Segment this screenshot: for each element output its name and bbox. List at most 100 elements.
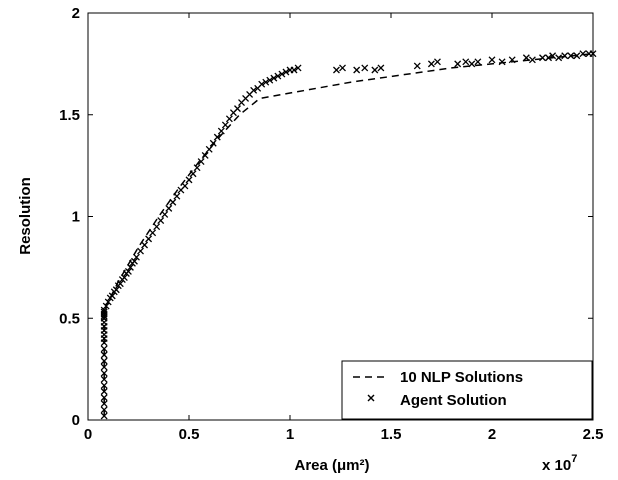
agent-solution-point — [221, 121, 229, 129]
agent-solution-point — [274, 72, 282, 80]
y-axis-ticks: 0 0.5 1 1.5 2 — [59, 5, 593, 429]
agent-solution-point — [100, 406, 108, 414]
agent-solution-point — [488, 56, 496, 64]
x-axis-multiplier-exponent: 7 — [571, 453, 577, 465]
agent-solution-point — [133, 253, 140, 261]
agent-solution-point — [126, 263, 134, 271]
agent-solution-point — [100, 388, 108, 395]
agent-solution-point — [474, 58, 482, 66]
agent-solution-point — [258, 80, 266, 88]
agent-solution-point — [262, 78, 270, 86]
y-tick-label: 1 — [72, 209, 80, 226]
x-tick-label: 1.5 — [381, 426, 402, 443]
x-tick-label: 0.5 — [179, 426, 200, 443]
agent-solution-point — [193, 164, 201, 172]
agent-solution-point — [282, 68, 290, 76]
y-tick-label: 0 — [72, 412, 80, 429]
agent-solution-point — [161, 211, 169, 218]
agent-solution-point — [145, 235, 153, 243]
x-tick-label: 2 — [488, 426, 496, 443]
agent-solution-point — [124, 267, 132, 275]
agent-solution-point — [353, 66, 361, 74]
agent-solution-point — [112, 286, 120, 294]
x-tick-label: 0 — [84, 426, 92, 443]
agent-solution-point — [225, 115, 233, 123]
nlp-solutions-line — [103, 52, 594, 416]
agent-solution-point — [100, 308, 108, 316]
x-axis-multiplier: x 107 — [542, 453, 577, 474]
y-tick-label: 0.5 — [59, 310, 80, 327]
agent-solution-point — [100, 369, 108, 377]
agent-solution-point — [137, 247, 144, 255]
agent-solution-point — [573, 52, 581, 60]
agent-solution-point — [427, 60, 435, 68]
agent-solution-point — [100, 394, 108, 402]
agent-solution-point — [567, 52, 575, 60]
agent-solution-point — [108, 292, 116, 300]
agent-solution-point — [434, 58, 441, 66]
agent-solution-point — [205, 145, 213, 153]
agent-solution-point — [454, 60, 462, 68]
agent-solution-point — [522, 54, 530, 62]
series-layer — [100, 50, 597, 420]
agent-solution-point — [153, 223, 161, 231]
agent-solution-point — [100, 357, 108, 365]
agent-solution-point — [201, 151, 209, 159]
agent-solution-point — [579, 50, 587, 58]
legend-label-nlp: 10 NLP Solutions — [400, 369, 523, 386]
agent-solution-point — [104, 298, 112, 306]
agent-solution-point — [266, 76, 274, 84]
agent-solution-point — [413, 62, 421, 70]
agent-solution-point — [209, 139, 217, 147]
agent-solution-point — [290, 66, 298, 74]
agent-solution-point — [100, 306, 108, 314]
agent-solution-point — [173, 192, 181, 200]
agent-solution-point — [141, 241, 149, 249]
agent-solution-point — [250, 86, 258, 94]
agent-solution-point — [589, 50, 597, 58]
agent-solution-point — [157, 217, 165, 225]
agent-solution-point — [294, 64, 302, 72]
agent-solution-point — [100, 363, 108, 371]
agent-solution-point — [361, 64, 369, 72]
y-axis-label: Resolution — [17, 177, 34, 255]
agent-solution-point — [213, 133, 221, 141]
agent-solution-point — [131, 257, 138, 265]
agent-solution-point — [270, 74, 278, 82]
agent-solution-point — [539, 54, 546, 62]
agent-solution-point — [100, 381, 108, 389]
legend-box — [341, 360, 593, 420]
agent-solution-point — [549, 52, 557, 60]
agent-solution-point — [169, 198, 177, 206]
y-tick-label: 1.5 — [59, 107, 80, 124]
agent-solution-point — [339, 64, 346, 72]
agent-solution-point — [234, 105, 241, 113]
agent-solution-point — [377, 64, 385, 72]
agent-solution-point — [100, 412, 108, 420]
agent-solution-point — [116, 280, 124, 288]
agent-solution-point — [149, 229, 157, 237]
agent-solution-point — [100, 375, 108, 383]
agent-solution-point — [371, 66, 379, 74]
y-tick-label: 2 — [72, 5, 80, 22]
x-tick-label: 2.5 — [583, 426, 604, 443]
agent-solution-point — [185, 176, 193, 184]
agent-solution-point — [189, 170, 197, 178]
agent-solution-point — [462, 58, 470, 66]
x-tick-label: 1 — [286, 426, 294, 443]
agent-solution-point — [100, 351, 108, 359]
agent-solution-point — [508, 56, 516, 64]
legend-label-agent: Agent Solution — [400, 392, 507, 409]
agent-solution-point — [197, 158, 205, 166]
agent-solution-point — [555, 54, 563, 62]
legend: 10 NLP Solutions Agent Solution — [341, 360, 593, 420]
agent-solution-point — [468, 60, 476, 68]
x-axis-multiplier-base: x 10 — [542, 457, 571, 474]
agent-solution-point — [498, 58, 506, 66]
agent-solution-point — [100, 400, 108, 408]
agent-solution-point — [545, 54, 553, 62]
agent-solution-point — [333, 66, 340, 74]
legend-marker-sample — [367, 394, 375, 402]
plot-area — [87, 12, 594, 421]
agent-solution-point — [100, 345, 108, 353]
